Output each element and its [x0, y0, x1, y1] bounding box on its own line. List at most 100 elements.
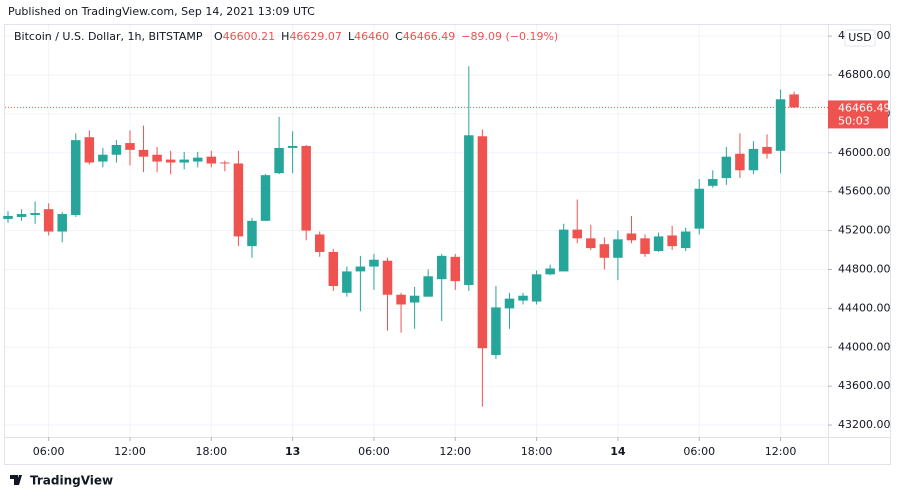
candle-body [260, 175, 271, 221]
x-tick-label: 06:00 [33, 445, 65, 458]
legend-value: 46629.07 [289, 30, 342, 43]
candle-body [409, 295, 420, 303]
legend-value: 46600.21 [223, 30, 276, 43]
countdown-label: 50:03 [838, 114, 870, 127]
candle-body [735, 153, 745, 171]
y-tick-label: 43200.00 [838, 418, 891, 431]
candle-body [193, 157, 203, 162]
candle-body [586, 238, 596, 249]
candle-body [694, 188, 704, 229]
y-tick-label: 44800.00 [838, 262, 891, 275]
published-note: Published on TradingView.com, Sep 14, 20… [8, 5, 315, 18]
logo-icon [10, 475, 22, 485]
candle-body [613, 239, 623, 258]
candle-body [558, 229, 569, 272]
candle-body [477, 136, 488, 349]
x-tick-label: 06:00 [358, 445, 390, 458]
candle-body [328, 251, 339, 286]
candle-body [572, 229, 582, 239]
y-tick-label: 43600.00 [838, 379, 891, 392]
currency-label: USD [848, 31, 872, 44]
candle-body [152, 154, 162, 162]
last-price-label: 46466.49 [838, 101, 891, 114]
symbol-legend: Bitcoin / U.S. Dollar, 1h, BITSTAMP O466… [14, 30, 558, 43]
candle-body [98, 154, 108, 162]
x-tick-label: 12:00 [114, 445, 146, 458]
candle-body [464, 135, 474, 286]
candle-body [775, 99, 786, 151]
y-tick-label: 46000.00 [838, 146, 891, 159]
candle-body [111, 145, 122, 155]
candle-body [30, 213, 40, 216]
candle-body [233, 163, 244, 237]
ohlc-values: O46600.21 H46629.07 L46460 C46466.49 −89.09 … [214, 30, 558, 43]
candle-body [125, 143, 135, 150]
candle-body [518, 295, 528, 301]
x-tick-label: 18:00 [195, 445, 227, 458]
legend-prefix: C [395, 30, 403, 43]
x-tick-label: 14 [610, 445, 626, 458]
candle-body [748, 148, 759, 171]
candle-body [3, 215, 13, 219]
axes: 43200.00 43600.00 44000.00 44400.00 44800.00… [33, 29, 891, 458]
candle-body [369, 259, 379, 267]
candle-body [43, 209, 54, 232]
y-tick-label: 45600.00 [838, 185, 891, 198]
legend-prefix: O [214, 30, 223, 43]
candle-body [545, 268, 555, 275]
candle-body [71, 140, 81, 216]
candle-body [396, 294, 406, 305]
change-value: −89.09 (−0.19%) [461, 30, 558, 43]
candle-body [247, 220, 257, 247]
legend-prefix: L [348, 30, 355, 43]
candle-body [423, 276, 433, 297]
symbol-title: Bitcoin / U.S. Dollar, 1h, BITSTAMP [14, 30, 203, 43]
y-tick-label: 45200.00 [838, 224, 891, 237]
candle-body [382, 260, 393, 295]
last-price-box [828, 100, 888, 129]
candle-body [84, 137, 95, 163]
candle-body [762, 146, 772, 154]
candle-body [491, 307, 501, 356]
candle-body [165, 159, 176, 163]
grid [5, 25, 828, 437]
candle-body [287, 145, 298, 148]
x-tick-label: 18:00 [521, 445, 553, 458]
candle-body [531, 274, 542, 302]
candle-body [436, 255, 447, 280]
legend-prefix: H [281, 30, 289, 43]
candle-body [57, 214, 67, 232]
y-tick-label: 44400.00 [838, 301, 891, 314]
candle-body [680, 231, 691, 249]
x-tick-label: 13 [285, 445, 300, 458]
candle-body [789, 94, 799, 108]
candle-body [342, 271, 352, 293]
candle-body [626, 233, 637, 241]
candle-body [599, 244, 610, 258]
candles [3, 66, 828, 407]
candle-body [206, 156, 217, 164]
brand-logo: TradingView [10, 474, 113, 488]
y-tick-label: 44000.00 [838, 340, 891, 353]
candle-body [16, 214, 27, 217]
currency-box [844, 29, 876, 47]
candle-body [504, 298, 515, 309]
x-tick-label: 12:00 [439, 445, 471, 458]
y-tick-label: 46800.00 [838, 68, 891, 81]
candle-body [274, 147, 284, 174]
x-tick-label: 12:00 [765, 445, 797, 458]
candle-body [220, 162, 230, 164]
candle-body [355, 266, 366, 272]
candle-body [708, 179, 718, 186]
candle-body [721, 156, 732, 179]
candle-body [179, 159, 189, 163]
candle-body [653, 236, 664, 251]
candle-body [138, 149, 149, 157]
chart-frame [4, 24, 891, 465]
brand-name: TradingView [30, 474, 113, 488]
legend-value: 46460 [354, 30, 389, 43]
candle-body [314, 234, 325, 252]
candle-body [301, 145, 311, 231]
